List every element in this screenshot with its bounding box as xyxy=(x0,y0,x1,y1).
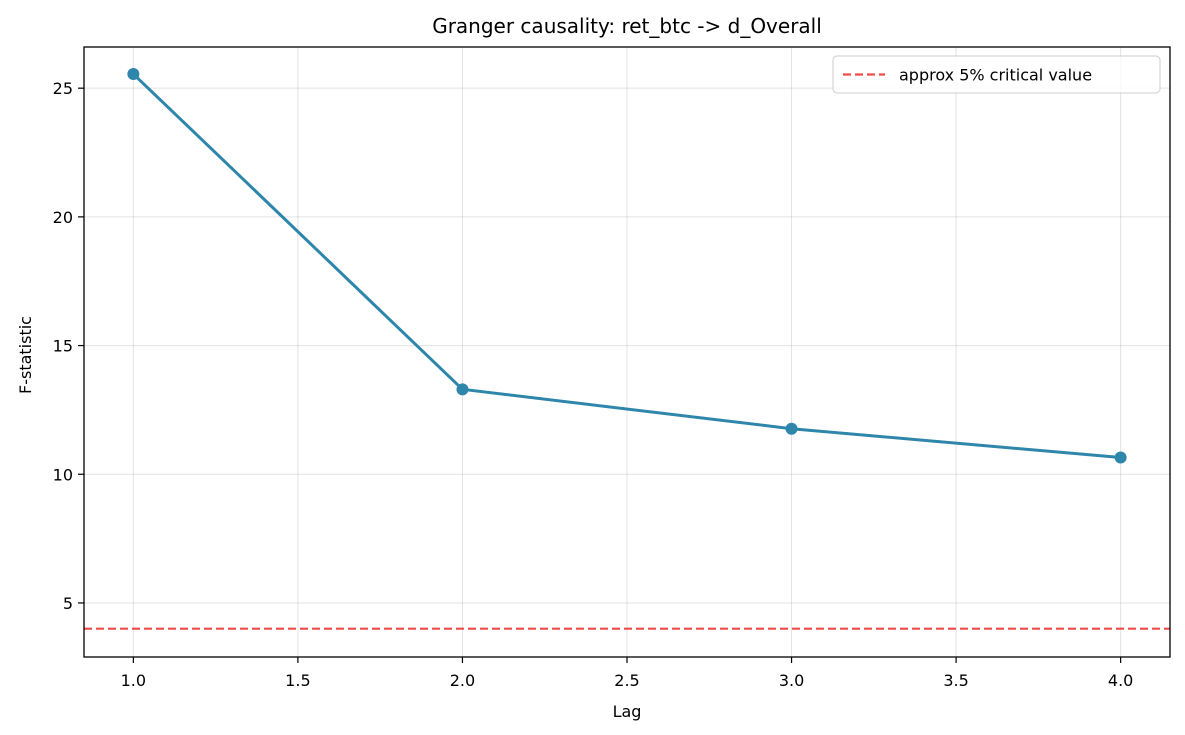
y-tick-label: 15 xyxy=(53,337,73,356)
data-point xyxy=(785,422,798,435)
data-point xyxy=(127,68,140,81)
x-tick-label: 1.0 xyxy=(121,671,146,690)
y-tick-label: 5 xyxy=(63,594,73,613)
data-point xyxy=(1114,451,1127,464)
x-tick-label: 3.0 xyxy=(779,671,804,690)
x-tick-label: 3.5 xyxy=(943,671,968,690)
x-tick-label: 1.5 xyxy=(285,671,310,690)
x-tick-label: 2.5 xyxy=(614,671,639,690)
chart-title: Granger causality: ret_btc -> d_Overall xyxy=(432,14,822,38)
y-tick-label: 10 xyxy=(53,465,73,484)
plot-area: 1.0 1.5 2.0 2.5 3.0 3.5 4.0 5 10 15 20 25 approx 5% … xyxy=(53,46,1171,690)
x-axis-label: Lag xyxy=(613,702,642,721)
data-point xyxy=(456,383,469,396)
x-tick-label: 4.0 xyxy=(1108,671,1133,690)
series-line xyxy=(131,72,1123,460)
x-tick-label: 2.0 xyxy=(450,671,475,690)
y-tick-label: 20 xyxy=(53,208,73,227)
y-tick-label: 25 xyxy=(53,79,73,98)
legend-label: approx 5% critical value xyxy=(899,66,1092,85)
y-axis-label: F-statistic xyxy=(16,316,35,394)
legend-box xyxy=(832,55,1161,94)
